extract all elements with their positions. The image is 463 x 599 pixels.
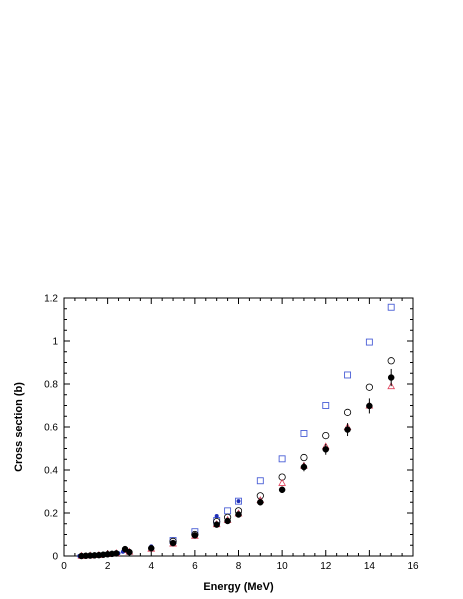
data-point-open-triangle: [278, 478, 287, 486]
data-point-filled-circle: [148, 545, 155, 552]
data-point-filled-circle: [235, 511, 242, 518]
data-point-filled-circle: [191, 532, 199, 539]
data-point-open-square: [278, 455, 286, 463]
data-markers: [77, 303, 396, 560]
y-tick-label: 1.2: [44, 294, 58, 305]
data-point-filled-circle: [322, 446, 329, 453]
x-tick-label: 10: [277, 561, 289, 572]
y-tick-label: 0.2: [44, 509, 58, 520]
y-tick-label: 0: [52, 552, 58, 563]
data-point-filled-circle: [113, 550, 120, 557]
data-point-open-circle: [387, 357, 395, 365]
x-tick-label: 14: [364, 561, 376, 572]
data-point-open-square: [235, 497, 242, 505]
data-point-open-circle: [365, 383, 373, 391]
y-tick-label: 0.6: [44, 423, 58, 434]
data-point-filled-circle: [126, 548, 133, 556]
data-point-open-triangle: [387, 382, 396, 390]
data-point-open-square: [300, 430, 308, 437]
data-point-open-square: [224, 507, 232, 515]
y-tick-label: 0.8: [44, 380, 58, 391]
data-point-filled-circle: [278, 486, 286, 494]
data-point-filled-circle: [387, 374, 395, 381]
data-point-filled-circle: [224, 517, 231, 525]
data-point-open-square: [256, 477, 264, 485]
data-point-open-square: [365, 338, 373, 346]
data-point-filled-circle: [366, 402, 373, 410]
x-tick-label: 6: [192, 561, 198, 572]
x-tick-label: 0: [61, 561, 67, 572]
data-point-open-circle: [322, 431, 330, 440]
data-point-filled-circle: [300, 463, 308, 471]
y-tick-label: 0.4: [44, 466, 58, 477]
axis-ticks: [63, 297, 414, 557]
data-point-filled-circle: [344, 426, 351, 433]
x-tick-label: 4: [148, 561, 154, 572]
y-axis-label: Cross section (b): [13, 382, 25, 472]
data-point-filled-circle: [169, 539, 177, 547]
data-point-open-circle: [343, 408, 352, 416]
x-tick-label: 16: [407, 561, 419, 572]
data-point-open-square: [322, 402, 330, 409]
data-point-filled-circle: [257, 499, 264, 506]
y-tick-labels: 0 0.2 0.4 0.6 0.8 1 1.2: [44, 294, 58, 563]
data-point-open-circle: [256, 492, 264, 500]
x-tick-label: 12: [320, 561, 332, 572]
data-point-open-circle: [300, 453, 308, 462]
x-tick-label: 8: [236, 561, 242, 572]
data-point-small-dot: [214, 514, 219, 519]
data-point-small-dot: [236, 499, 241, 504]
x-tick-labels: 0 2 4 6 8 10 12 14 16: [61, 561, 419, 572]
data-point-filled-circle: [213, 521, 220, 528]
x-tick-label: 2: [105, 561, 111, 572]
data-point-open-square: [344, 371, 352, 379]
data-point-open-square: [387, 303, 395, 311]
x-axis-label: Energy (MeV): [203, 581, 274, 593]
y-tick-label: 1: [52, 337, 58, 348]
